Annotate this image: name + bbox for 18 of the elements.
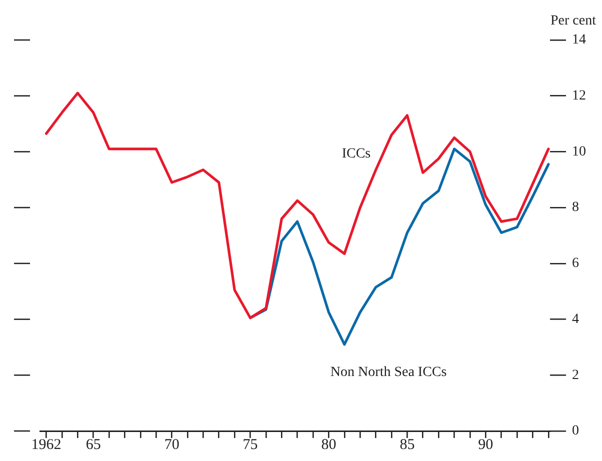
y-tick-label: 4	[572, 312, 579, 327]
x-tick-label: 85	[400, 436, 415, 453]
x-tick-label: 70	[164, 436, 180, 453]
x-tick-label: 75	[242, 436, 258, 453]
y-tick-label: 2	[572, 368, 579, 383]
y-tick-label: 10	[572, 144, 586, 160]
y-tick-label: 8	[572, 200, 579, 216]
x-tick-label: 65	[86, 436, 101, 453]
x-tick-label: 90	[478, 436, 494, 453]
series-label: Non North Sea ICCs	[330, 365, 447, 380]
x-tick-label: 80	[321, 436, 336, 453]
y-tick-label: 14	[572, 32, 586, 48]
y-tick-label: 0	[572, 424, 579, 439]
series-label: ICCs	[342, 146, 371, 162]
y-tick-label: 6	[572, 256, 579, 272]
y-axis-title: Per cent	[550, 14, 596, 29]
y-tick-label: 12	[572, 88, 586, 104]
x-tick-label: 1962	[31, 436, 62, 453]
